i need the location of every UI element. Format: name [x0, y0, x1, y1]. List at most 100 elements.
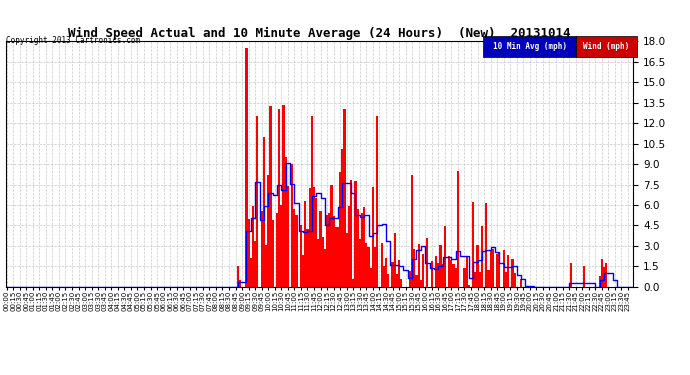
Bar: [444, 226, 446, 287]
Bar: [385, 258, 387, 287]
Bar: [601, 259, 603, 287]
Bar: [513, 273, 515, 287]
Bar: [339, 172, 342, 287]
Bar: [352, 279, 355, 287]
Bar: [442, 264, 444, 287]
Bar: [239, 280, 241, 287]
Bar: [271, 220, 274, 287]
Bar: [474, 272, 477, 287]
Bar: [440, 245, 442, 287]
Bar: [287, 186, 289, 287]
Bar: [411, 175, 413, 287]
Text: 10 Min Avg (mph): 10 Min Avg (mph): [493, 42, 566, 51]
Bar: [256, 116, 259, 287]
Bar: [507, 255, 509, 287]
Bar: [302, 255, 304, 287]
Bar: [267, 175, 269, 287]
Bar: [326, 214, 328, 287]
Bar: [342, 149, 344, 287]
Bar: [317, 239, 319, 287]
Bar: [393, 233, 396, 287]
Bar: [477, 244, 479, 287]
Bar: [252, 206, 254, 287]
Bar: [346, 232, 348, 287]
Bar: [306, 229, 308, 287]
Bar: [344, 110, 346, 287]
Bar: [451, 260, 453, 287]
Bar: [328, 213, 331, 287]
Bar: [448, 255, 451, 287]
Bar: [468, 285, 470, 287]
Bar: [357, 209, 359, 287]
Bar: [246, 48, 248, 287]
Bar: [363, 207, 365, 287]
Text: Copyright 2013 Cartronics.com: Copyright 2013 Cartronics.com: [6, 36, 139, 45]
Bar: [492, 249, 494, 287]
Bar: [437, 262, 440, 287]
Bar: [300, 225, 302, 287]
Text: Wind (mph): Wind (mph): [583, 42, 630, 51]
Bar: [466, 256, 468, 287]
Bar: [322, 237, 324, 287]
Bar: [603, 267, 605, 287]
Bar: [520, 279, 522, 287]
Bar: [310, 116, 313, 287]
Bar: [498, 252, 500, 287]
Bar: [376, 116, 378, 287]
Bar: [464, 268, 466, 287]
Bar: [431, 261, 433, 287]
Bar: [415, 276, 417, 287]
Bar: [485, 202, 487, 287]
Bar: [370, 268, 372, 287]
Bar: [383, 266, 385, 287]
Bar: [398, 260, 400, 287]
Bar: [409, 271, 411, 287]
Bar: [391, 262, 393, 287]
Bar: [315, 198, 317, 287]
Bar: [487, 270, 489, 287]
Bar: [324, 249, 326, 287]
Bar: [348, 206, 350, 287]
Bar: [505, 272, 507, 287]
Bar: [481, 226, 483, 287]
Bar: [396, 273, 398, 287]
Bar: [457, 171, 459, 287]
Bar: [269, 106, 271, 287]
Bar: [265, 245, 267, 287]
Bar: [374, 247, 376, 287]
Bar: [511, 259, 513, 287]
Bar: [417, 244, 420, 287]
Bar: [319, 211, 322, 287]
Bar: [304, 201, 306, 287]
Bar: [472, 202, 474, 287]
Bar: [261, 211, 263, 287]
Bar: [313, 187, 315, 287]
Bar: [368, 248, 370, 287]
Bar: [435, 256, 437, 287]
Bar: [293, 210, 295, 287]
Bar: [278, 110, 280, 287]
Bar: [335, 227, 337, 287]
Bar: [583, 266, 585, 287]
Bar: [337, 227, 339, 287]
Bar: [422, 254, 424, 287]
Bar: [372, 187, 374, 287]
Title: Wind Speed Actual and 10 Minute Average (24 Hours)  (New)  20131014: Wind Speed Actual and 10 Minute Average …: [68, 27, 571, 40]
Bar: [355, 181, 357, 287]
Bar: [291, 164, 293, 287]
Bar: [333, 216, 335, 287]
Bar: [496, 254, 498, 287]
Bar: [380, 243, 383, 287]
Bar: [387, 274, 389, 287]
Bar: [455, 268, 457, 287]
Bar: [413, 249, 415, 287]
Bar: [280, 205, 282, 287]
Bar: [361, 213, 363, 287]
Bar: [570, 263, 573, 287]
Bar: [295, 215, 297, 287]
Bar: [331, 185, 333, 287]
Bar: [420, 280, 422, 287]
Bar: [276, 213, 278, 287]
Bar: [237, 266, 239, 287]
Bar: [284, 157, 287, 287]
